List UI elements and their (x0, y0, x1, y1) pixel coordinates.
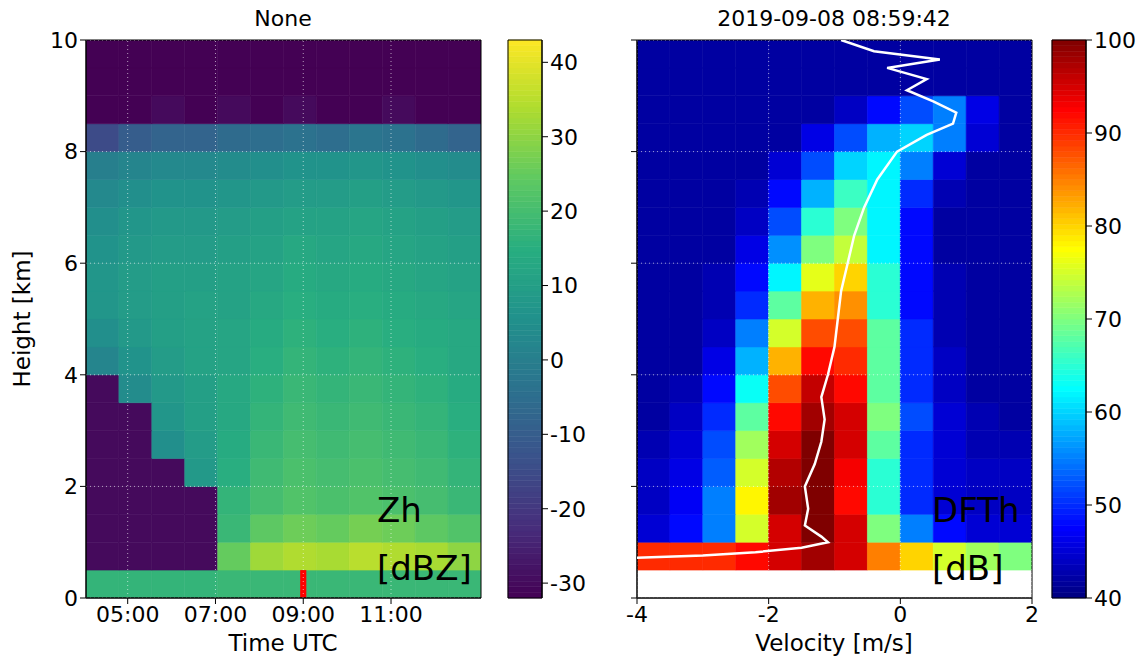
svg-text:-10: -10 (550, 422, 586, 447)
html-text:None: None (254, 6, 312, 31)
svg-text:2: 2 (1025, 602, 1039, 627)
svg-text:-2: -2 (758, 602, 780, 627)
html-text:2019-09-08 08:59:42: 2019-09-08 08:59:42 (717, 6, 951, 31)
svg-text:30: 30 (550, 125, 578, 150)
svg-text:80: 80 (1094, 214, 1122, 239)
svg-text:8: 8 (64, 139, 78, 164)
svg-text:10: 10 (550, 273, 578, 298)
svg-text:70: 70 (1094, 307, 1122, 332)
svg-text:0: 0 (64, 586, 78, 611)
svg-text:0: 0 (550, 348, 564, 373)
svg-text:07:00: 07:00 (184, 602, 247, 627)
svg-text:09:00: 09:00 (272, 602, 335, 627)
svg-text:50: 50 (1094, 493, 1122, 518)
svg-text:2: 2 (64, 474, 78, 499)
svg-text:-20: -20 (550, 497, 586, 522)
html-text:[dB]: [dB] (932, 548, 1004, 588)
svg-text:100: 100 (1094, 28, 1136, 53)
svg-text:40: 40 (550, 50, 578, 75)
svg-text:4: 4 (64, 363, 78, 388)
svg-text:05:00: 05:00 (96, 602, 159, 627)
svg-text:20: 20 (550, 199, 578, 224)
svg-text:60: 60 (1094, 400, 1122, 425)
html-text:Velocity [m/s]: Velocity [m/s] (755, 630, 913, 656)
svg-text:40: 40 (1094, 586, 1122, 611)
svg-text:10: 10 (50, 28, 78, 53)
html-text:DFTh: DFTh (932, 490, 1020, 530)
svg-text:-30: -30 (550, 571, 586, 596)
svg-text:6: 6 (64, 251, 78, 276)
svg-text:0: 0 (893, 602, 907, 627)
html-text:[dBZ]: [dBZ] (377, 548, 472, 588)
html-text:Zh: Zh (377, 490, 422, 530)
html-text:Time UTC: Time UTC (228, 630, 338, 656)
svg-text:-4: -4 (626, 602, 648, 627)
html-text:Height [km]: Height [km] (9, 250, 35, 388)
svg-text:11:00: 11:00 (359, 602, 422, 627)
svg-text:90: 90 (1094, 121, 1122, 146)
